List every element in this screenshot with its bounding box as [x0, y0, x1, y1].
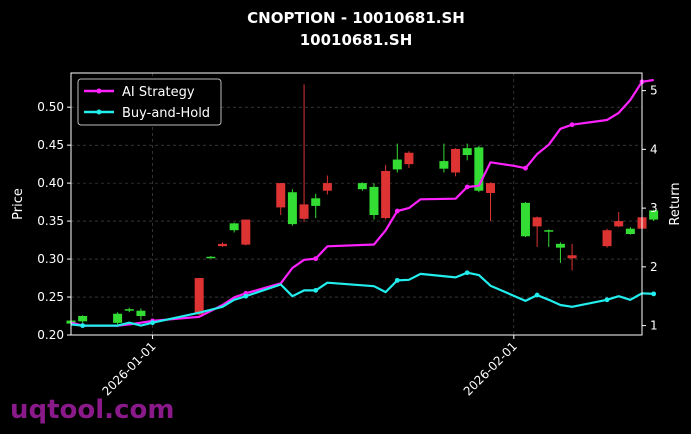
candle-body-up [625, 228, 635, 234]
series-point-buy-and-hold [243, 293, 249, 299]
candle-body-up [369, 186, 379, 216]
candle-body-up [287, 192, 297, 225]
candle-body-down [299, 204, 309, 219]
chart-title-line2: 10010681.SH [300, 31, 413, 49]
candle-body-down [276, 183, 286, 208]
candle-body-up [474, 147, 484, 191]
candle-body-down [567, 255, 577, 259]
right-axis-ticks: 1 2 3 4 5 [642, 84, 658, 333]
y-axis-label-left: Price [11, 188, 26, 220]
right-tick-label: 1 [650, 319, 658, 333]
series-point-buy-and-hold [313, 287, 319, 293]
candle-body-up [136, 310, 146, 317]
left-tick-label: 0.40 [37, 176, 64, 190]
series-point-ai-strategy [313, 256, 319, 262]
right-tick-label: 3 [650, 201, 658, 215]
candle-body-down [194, 278, 204, 315]
left-tick-label: 0.45 [37, 138, 64, 152]
right-tick-label: 2 [650, 260, 658, 274]
y-axis-label-right: Return [668, 182, 683, 225]
left-tick-label: 0.35 [37, 214, 64, 228]
candle-body-up [555, 243, 565, 248]
series-line-buy-and-hold [70, 271, 654, 327]
candle-body-up [206, 256, 216, 259]
series-point-buy-and-hold [464, 270, 470, 276]
candle-body-down [404, 152, 414, 165]
candle-body-up [520, 202, 530, 237]
right-tick-label: 5 [650, 84, 658, 98]
candle-body-up [357, 183, 367, 190]
candle-body-up [78, 316, 88, 322]
series-point-ai-strategy [523, 165, 528, 171]
candle-body-down [217, 243, 227, 247]
candle-body-down [602, 230, 612, 247]
candle-body-down [322, 183, 332, 191]
candle-body-up [462, 148, 472, 156]
series-point-buy-and-hold [534, 292, 540, 298]
candle-body-down [532, 217, 542, 227]
candle-body-up [311, 198, 321, 206]
chart-title-line1: CNOPTION - 10010681.SH [247, 9, 465, 27]
candle-body-up [229, 223, 239, 231]
legend: AI Strategy Buy-and-Hold [77, 78, 222, 126]
series-point-buy-and-hold [80, 323, 86, 329]
candle-body-up [649, 210, 659, 220]
line-layer [70, 78, 657, 329]
series-point-buy-and-hold [604, 297, 610, 303]
series-point-buy-and-hold [150, 320, 155, 326]
candle-body-up [439, 161, 449, 169]
candle-body-down [486, 183, 496, 193]
left-axis-ticks: 0.20 0.25 0.30 0.35 0.40 0.45 0.50 [37, 100, 71, 342]
plot-frame [70, 72, 643, 336]
left-tick-label: 0.25 [37, 290, 64, 304]
candle-layer [66, 84, 659, 326]
candle-body-up [392, 159, 402, 170]
series-point-ai-strategy [394, 208, 400, 214]
candle-body-down [614, 221, 624, 227]
legend-label-ai-strategy: AI Strategy [122, 85, 195, 100]
series-point-buy-and-hold [394, 277, 400, 283]
right-tick-label: 4 [650, 142, 658, 156]
legend-label-buy-and-hold: Buy-and-Hold [122, 106, 210, 121]
series-point-ai-strategy [569, 122, 575, 128]
candle-body-down [381, 170, 391, 219]
candle-body-up [544, 230, 554, 232]
candle-body-down [451, 148, 461, 173]
watermark-text: uqtool.com [10, 395, 174, 425]
left-tick-label: 0.50 [37, 100, 64, 114]
series-point-buy-and-hold [651, 291, 657, 297]
series-point-ai-strategy [464, 184, 470, 190]
candle-body-up [124, 309, 134, 311]
legend-marker-ai-strategy [96, 88, 102, 94]
legend-marker-buy-and-hold [96, 109, 102, 115]
left-tick-label: 0.20 [37, 328, 64, 342]
left-tick-label: 0.30 [37, 252, 64, 266]
candle-body-up [113, 313, 123, 323]
candle-body-down [241, 219, 251, 245]
